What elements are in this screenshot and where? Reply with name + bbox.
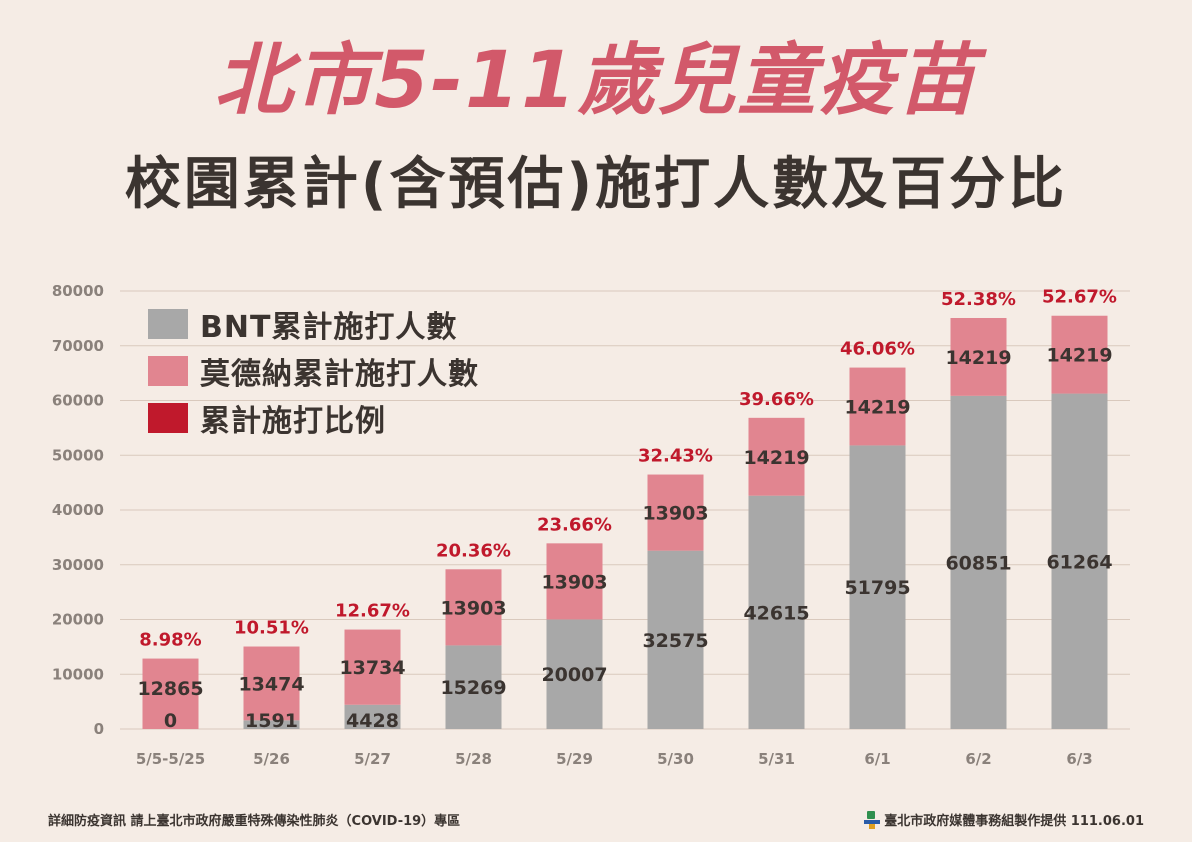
bar-bnt (546, 619, 603, 729)
data-label-moderna: 13903 (541, 571, 607, 593)
data-label-bnt: 1591 (245, 710, 298, 732)
bar-moderna (748, 417, 805, 496)
bar-moderna (950, 317, 1007, 396)
x-tick-label: 6/1 (864, 750, 890, 768)
data-label-moderna: 13474 (238, 673, 304, 695)
legend-label-moderna: 莫德納累計施打人數 (200, 356, 479, 392)
legend-item-moderna: 莫德納累計施打人數 (148, 347, 479, 394)
data-label-moderna: 14219 (1046, 345, 1112, 367)
legend-swatch-moderna (148, 355, 188, 386)
x-tick-label: 6/2 (965, 750, 991, 768)
bar-bnt (445, 645, 502, 729)
bar-moderna (445, 569, 502, 646)
bar-bnt (748, 495, 805, 729)
taipei-logo-icon (864, 810, 881, 829)
bar-bnt (1051, 393, 1108, 729)
ratio-label: 12.67% (335, 601, 410, 622)
bar-bnt (849, 445, 906, 729)
legend-label-ratio: 累計施打比例 (200, 403, 386, 439)
bar-moderna (344, 629, 401, 705)
data-label-moderna: 13903 (642, 503, 708, 525)
ratio-label: 8.98% (139, 630, 201, 651)
y-tick-label: 30000 (52, 556, 104, 574)
y-tick-label: 20000 (52, 611, 104, 629)
data-label-bnt: 32575 (642, 630, 708, 652)
data-label-bnt: 20007 (541, 664, 607, 686)
y-tick-label: 10000 (52, 665, 104, 683)
data-label-bnt: 42615 (743, 602, 809, 624)
legend-swatch-ratio (148, 402, 188, 433)
x-tick-label: 6/3 (1066, 750, 1092, 768)
y-tick-label: 70000 (52, 337, 104, 355)
data-label-bnt: 60851 (945, 552, 1011, 574)
y-tick-label: 60000 (52, 392, 104, 410)
ratio-label: 39.66% (739, 389, 814, 410)
x-tick-label: 5/27 (354, 750, 391, 768)
legend-item-bnt: BNT累計施打人數 (148, 300, 479, 347)
bar-moderna (243, 646, 300, 721)
bar-bnt (243, 720, 300, 729)
footer-credit-text: 臺北市政府媒體事務組製作提供 111.06.01 (884, 814, 1144, 829)
data-label-bnt: 0 (164, 710, 177, 732)
data-label-moderna: 14219 (945, 347, 1011, 369)
bar-bnt (344, 704, 401, 729)
y-tick-label: 40000 (52, 501, 104, 519)
data-label-bnt: 61264 (1046, 551, 1112, 573)
ratio-label: 20.36% (436, 540, 511, 561)
ratio-label: 52.38% (941, 289, 1016, 310)
bar-moderna (647, 474, 704, 551)
legend-item-ratio: 累計施打比例 (148, 394, 479, 441)
x-tick-label: 5/30 (657, 750, 694, 768)
x-tick-label: 5/29 (556, 750, 593, 768)
y-tick-label: 80000 (52, 282, 104, 300)
legend-label-bnt: BNT累計施打人數 (200, 309, 458, 345)
bar-bnt (647, 550, 704, 729)
ratio-label: 52.67% (1042, 287, 1117, 308)
footer-credit: 臺北市政府媒體事務組製作提供 111.06.01 (864, 810, 1144, 829)
x-tick-label: 5/5-5/25 (136, 750, 205, 768)
data-label-moderna: 14219 (844, 396, 910, 418)
x-tick-label: 5/31 (758, 750, 795, 768)
data-label-moderna: 13734 (339, 657, 405, 679)
data-label-bnt: 51795 (844, 577, 910, 599)
legend-swatch-bnt (148, 308, 188, 339)
y-tick-label: 0 (94, 720, 104, 738)
bar-moderna (849, 367, 906, 446)
ratio-label: 32.43% (638, 446, 713, 467)
bar-bnt (950, 395, 1007, 729)
bar-moderna (1051, 315, 1108, 394)
x-tick-label: 5/28 (455, 750, 492, 768)
ratio-label: 46.06% (840, 339, 915, 360)
data-label-moderna: 12865 (137, 678, 203, 700)
chart-legend: BNT累計施打人數 莫德納累計施打人數 累計施打比例 (148, 300, 479, 441)
chart-subtitle: 校園累計(含預估)施打人數及百分比 (124, 152, 1068, 217)
bar-moderna (546, 543, 603, 620)
x-tick-label: 5/26 (253, 750, 290, 768)
ratio-label: 23.66% (537, 514, 612, 535)
data-label-moderna: 14219 (743, 447, 809, 469)
data-label-bnt: 4428 (346, 710, 399, 732)
bar-moderna (142, 658, 199, 729)
footer-source-note: 詳細防疫資訊 請上臺北市政府嚴重特殊傳染性肺炎（COVID-19）專區 (48, 814, 461, 829)
y-tick-label: 50000 (52, 446, 104, 464)
ratio-label: 10.51% (234, 618, 309, 639)
data-label-moderna: 13903 (440, 597, 506, 619)
chart-title: 北市5-11歲兒童疫苗 (214, 36, 978, 126)
data-label-bnt: 15269 (440, 677, 506, 699)
